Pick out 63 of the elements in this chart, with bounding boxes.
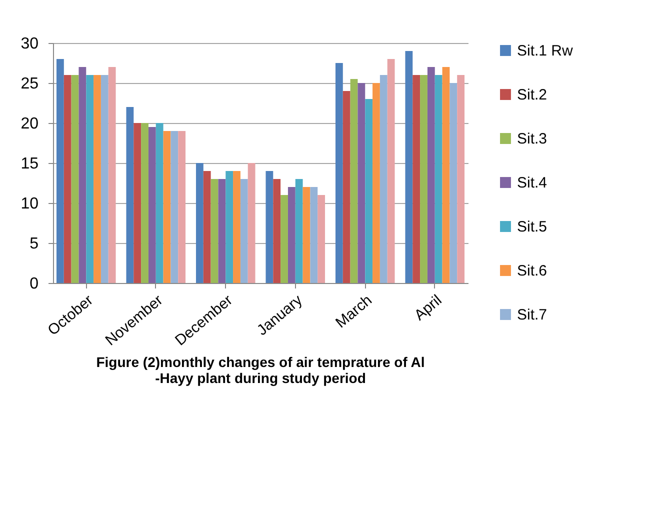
bar xyxy=(380,75,388,283)
bar xyxy=(233,171,240,283)
bar xyxy=(226,171,234,283)
legend-label: Sit.2 xyxy=(517,86,548,104)
bar xyxy=(178,131,186,283)
bar xyxy=(335,63,343,283)
y-tick-label: 0 xyxy=(30,276,39,292)
legend-label: Sit.5 xyxy=(517,218,548,236)
bar xyxy=(94,75,101,283)
bar xyxy=(78,67,86,283)
legend-label: Sit.6 xyxy=(517,262,548,280)
legend-label: Sit.3 xyxy=(517,130,548,148)
bar xyxy=(108,67,116,283)
bar xyxy=(218,179,226,283)
bar xyxy=(412,75,420,283)
bar xyxy=(350,79,358,283)
y-tick-label: 30 xyxy=(20,36,39,52)
bar xyxy=(280,195,288,283)
bar xyxy=(450,83,458,283)
bar xyxy=(141,123,148,283)
bar xyxy=(273,179,281,283)
bar xyxy=(434,75,442,283)
bar xyxy=(163,131,171,283)
bar xyxy=(64,75,72,283)
bar xyxy=(420,75,428,283)
bar xyxy=(387,59,395,283)
bar xyxy=(56,59,64,283)
y-tick-label: 5 xyxy=(30,236,39,252)
bar xyxy=(86,75,94,283)
bar xyxy=(405,51,413,283)
bar xyxy=(372,83,380,283)
bar xyxy=(427,67,435,283)
bar xyxy=(302,187,310,283)
bar xyxy=(210,179,218,283)
bar xyxy=(442,67,450,283)
bar xyxy=(248,163,256,283)
bar xyxy=(288,187,296,283)
bar xyxy=(156,123,164,283)
bar xyxy=(148,127,156,283)
bar xyxy=(100,75,108,283)
y-tick-label: 15 xyxy=(20,156,39,172)
legend-label: Sit.7 xyxy=(517,306,548,324)
bar xyxy=(203,171,211,283)
bar xyxy=(318,195,326,283)
bar xyxy=(457,75,465,283)
legend-label: Sit.4 xyxy=(517,174,548,192)
bar xyxy=(170,131,178,283)
bar xyxy=(358,83,366,283)
text: Figure (2)monthly changes of air temprature of Al -Hayy plant during study period xyxy=(96,354,425,386)
bar xyxy=(342,91,350,283)
legend-label: Sit.1 Rw xyxy=(517,42,574,60)
y-tick-label: 20 xyxy=(20,116,39,132)
bar xyxy=(71,75,79,283)
bar xyxy=(126,107,134,283)
bar xyxy=(240,179,248,283)
bar xyxy=(310,187,318,283)
bar xyxy=(266,171,274,283)
bar xyxy=(365,99,373,283)
y-tick-label: 25 xyxy=(20,76,39,92)
bar xyxy=(196,163,204,283)
bar xyxy=(134,123,142,283)
y-tick-label: 10 xyxy=(20,196,39,212)
bar xyxy=(295,179,303,283)
